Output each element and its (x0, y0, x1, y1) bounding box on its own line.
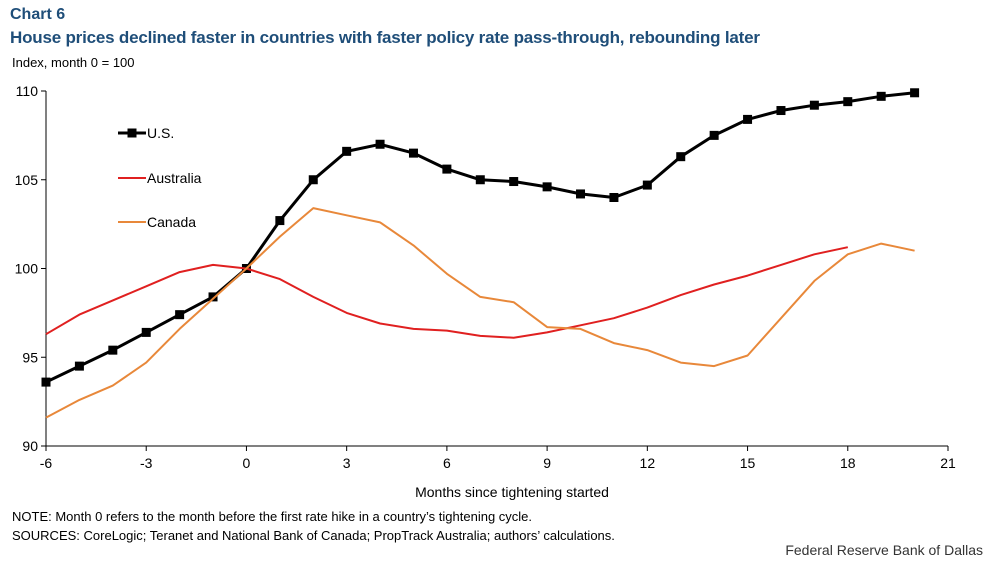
y-tick-label: 95 (22, 349, 38, 365)
y-tick-label: 100 (15, 261, 39, 277)
legend-label-canada: Canada (147, 214, 196, 230)
x-tick-label: 3 (343, 455, 351, 471)
series-line-u-s (45, 91, 915, 384)
chart-title: House prices declined faster in countrie… (10, 28, 760, 47)
series-layer (41, 88, 920, 419)
credit-line: Federal Reserve Bank of Dallas (785, 542, 983, 558)
data-point-u-s (576, 189, 586, 199)
x-tick-label: -3 (140, 455, 153, 471)
data-point-u-s (74, 361, 84, 371)
x-tick-label: 9 (543, 455, 551, 471)
data-point-u-s (776, 106, 786, 116)
x-tick-label: 12 (640, 455, 656, 471)
x-tick-label: -6 (40, 455, 53, 471)
data-point-u-s (809, 100, 819, 110)
data-point-u-s (41, 377, 51, 387)
y-axis-unit-label: Index, month 0 = 100 (12, 55, 135, 70)
data-point-u-s (375, 139, 385, 149)
data-point-u-s (676, 152, 686, 162)
y-tick-label: 110 (16, 83, 39, 99)
axes: 90 95 100 105 110 -6 -3 0 3 6 9 12 15 18 21 (15, 83, 956, 471)
chart-number: Chart 6 (10, 6, 66, 23)
data-point-u-s (642, 180, 652, 190)
series-line-australia (45, 246, 849, 339)
data-point-u-s (108, 345, 118, 355)
x-tick-label: 18 (840, 455, 856, 471)
legend-label-australia: Australia (147, 170, 202, 186)
legend-label-u-s: U.S. (147, 125, 174, 141)
data-point-u-s (709, 130, 719, 140)
data-point-u-s (876, 91, 886, 101)
legend-marker-u-s (127, 128, 137, 138)
legend: U.S. Australia Canada (118, 125, 202, 230)
y-tick-label: 90 (22, 438, 38, 454)
sources: SOURCES: CoreLogic; Teranet and National… (12, 528, 615, 543)
x-tick-label: 6 (443, 455, 451, 471)
x-axis-title: Months since tightening started (415, 484, 609, 500)
data-point-u-s (275, 216, 285, 226)
data-point-u-s (509, 177, 519, 187)
data-point-u-s (843, 97, 853, 107)
data-point-u-s (141, 327, 151, 337)
data-point-u-s (308, 175, 318, 185)
data-point-u-s (342, 146, 352, 156)
data-point-u-s (743, 114, 753, 124)
x-tick-label: 15 (740, 455, 756, 471)
series-line-canada (45, 207, 915, 419)
data-point-u-s (408, 148, 418, 158)
data-point-u-s (175, 310, 185, 320)
data-point-u-s (609, 193, 619, 202)
data-point-u-s (542, 182, 552, 192)
footnote: NOTE: Month 0 refers to the month before… (12, 509, 533, 524)
data-point-u-s (475, 175, 485, 185)
data-point-u-s (442, 164, 452, 174)
x-tick-label: 0 (243, 455, 251, 471)
data-point-u-s (208, 292, 218, 302)
data-point-u-s (910, 88, 920, 98)
y-tick-label: 105 (15, 172, 39, 188)
x-tick-label: 21 (940, 455, 956, 471)
